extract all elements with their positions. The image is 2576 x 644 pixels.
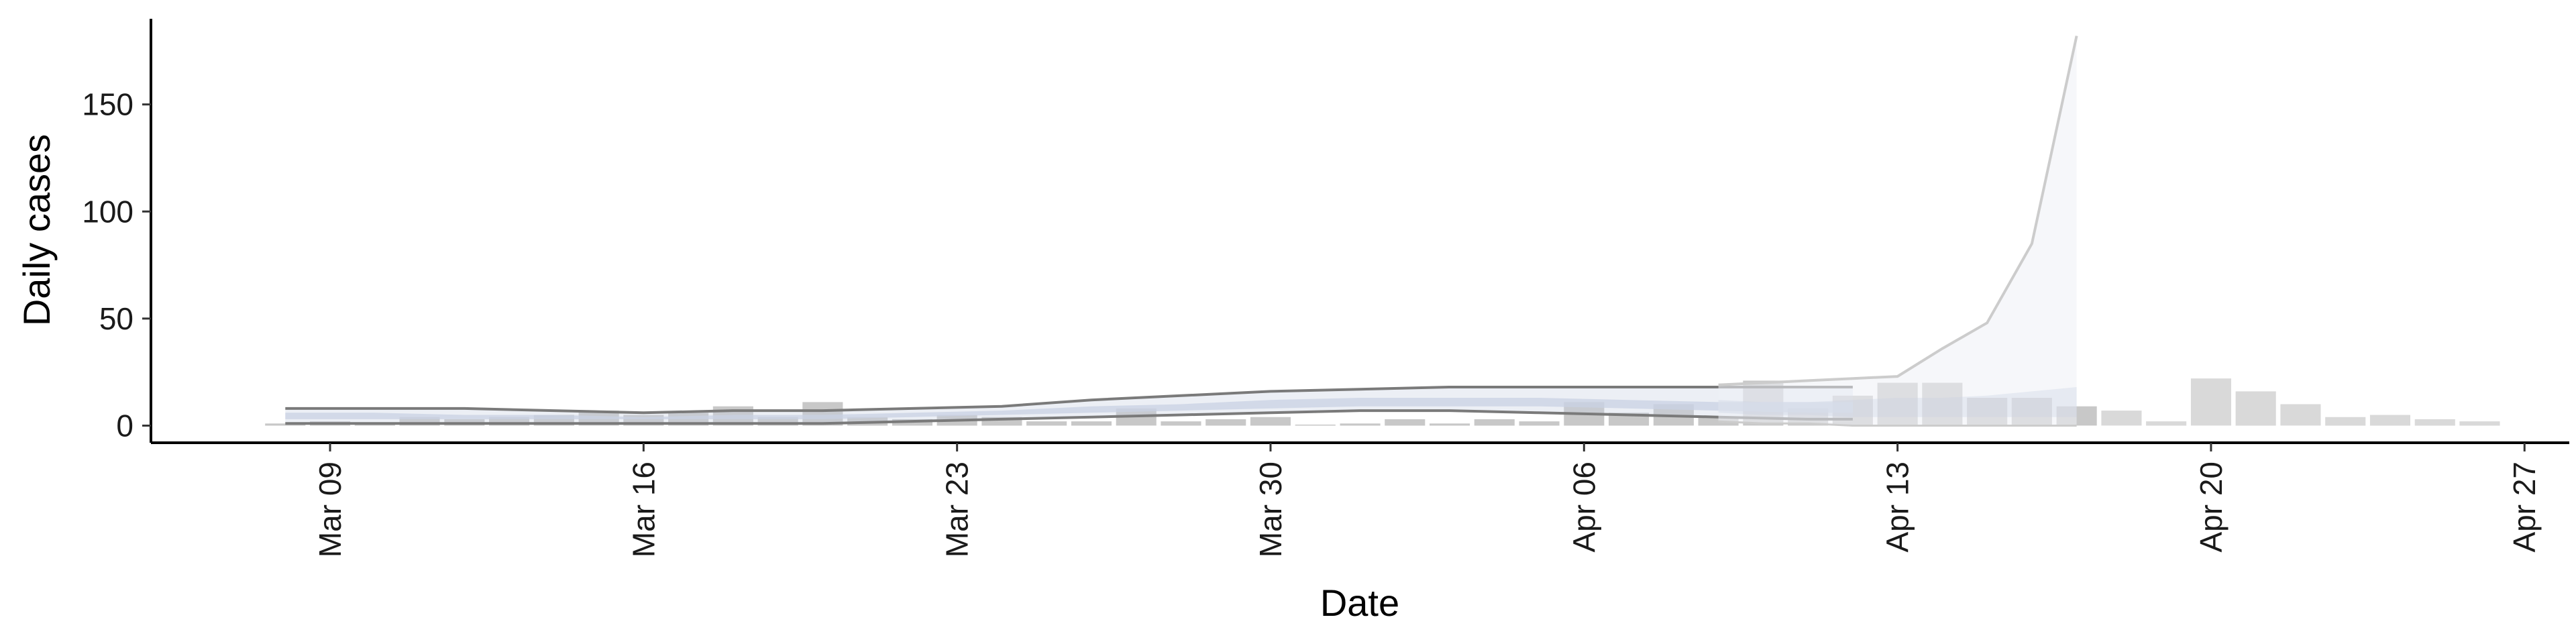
x-axis-title: Date	[1320, 582, 1399, 624]
y-tick-label-50: 50	[99, 301, 133, 336]
y-tick-label-150: 150	[82, 87, 133, 122]
bar-2020-04-23	[2325, 417, 2366, 426]
bar-2020-03-25	[1026, 421, 1067, 426]
bar-2020-03-29	[1205, 419, 1246, 426]
forecast-upper-line	[1718, 36, 2078, 386]
plot-area	[265, 36, 2500, 427]
band-outer	[285, 387, 1853, 424]
bar-2020-04-21	[2235, 391, 2276, 426]
bar-2020-04-18	[2101, 411, 2142, 426]
bar-2020-04-26	[2459, 421, 2500, 426]
x-tick-label-Mar 16: Mar 16	[626, 462, 661, 557]
x-tick-label-Apr 20: Apr 20	[2194, 462, 2229, 553]
bar-2020-04-03	[1430, 423, 1470, 426]
bar-2020-03-26	[1071, 421, 1112, 426]
bar-2020-04-01	[1340, 423, 1381, 426]
x-tick-label-Mar 30: Mar 30	[1253, 462, 1288, 557]
bar-2020-04-22	[2280, 404, 2321, 426]
bar-2020-03-31	[1295, 424, 1336, 426]
x-tick-label-Apr 13: Apr 13	[1880, 462, 1915, 553]
forecast-inner	[1718, 387, 2077, 417]
bar-2020-04-19	[2146, 421, 2187, 426]
band-lower-line	[285, 409, 1853, 425]
bar-2020-04-04	[1474, 419, 1515, 426]
x-tick-label-Mar 23: Mar 23	[940, 462, 975, 557]
x-axis-ticks: Mar 09 Mar 16 Mar 23 Mar 30 Apr 06 Apr 13 Apr …	[313, 443, 2542, 557]
x-tick-label-Apr 27: Apr 27	[2507, 462, 2542, 553]
x-tick-label-Apr 06: Apr 06	[1566, 462, 1601, 553]
bar-2020-03-08	[265, 423, 306, 426]
bar-2020-03-30	[1250, 417, 1291, 426]
x-tick-label-Mar 09: Mar 09	[313, 462, 347, 557]
forecast-lower-line	[1718, 420, 2077, 427]
band-upper-line	[285, 386, 1853, 415]
bar-2020-03-28	[1161, 421, 1201, 426]
y-tick-label-100: 100	[82, 194, 133, 229]
bar-2020-04-05	[1519, 421, 1560, 426]
band-inner	[285, 398, 1853, 419]
y-tick-label-0: 0	[116, 408, 133, 443]
y-axis-title: Daily cases	[15, 134, 58, 326]
bar-2020-03-20	[802, 402, 843, 426]
bar-2020-04-24	[2369, 415, 2410, 426]
forecast-outer	[1718, 36, 2077, 426]
bar-2020-04-20	[2190, 378, 2231, 426]
bar-2020-04-25	[2414, 419, 2455, 426]
y-axis-ticks: 0 50 100 150	[82, 87, 151, 443]
bar-2020-04-02	[1385, 419, 1426, 426]
